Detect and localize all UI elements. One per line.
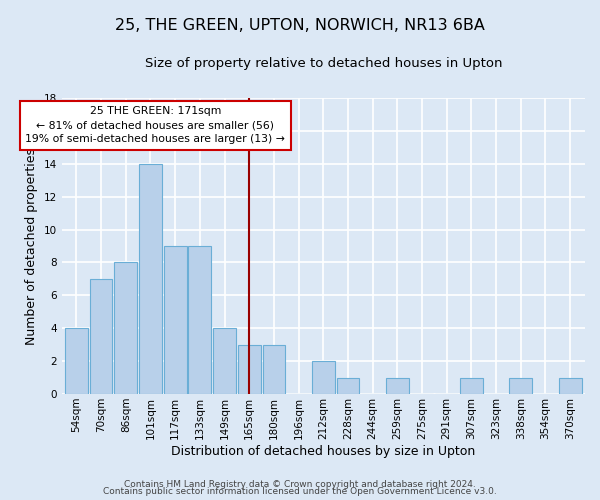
Bar xyxy=(115,262,137,394)
Bar xyxy=(386,378,409,394)
Bar xyxy=(188,246,211,394)
Bar xyxy=(460,378,483,394)
Bar xyxy=(559,378,581,394)
Bar xyxy=(65,328,88,394)
Y-axis label: Number of detached properties: Number of detached properties xyxy=(25,148,38,344)
Bar xyxy=(312,361,335,394)
Title: Size of property relative to detached houses in Upton: Size of property relative to detached ho… xyxy=(145,58,502,70)
Bar xyxy=(509,378,532,394)
Bar xyxy=(164,246,187,394)
Text: 25, THE GREEN, UPTON, NORWICH, NR13 6BA: 25, THE GREEN, UPTON, NORWICH, NR13 6BA xyxy=(115,18,485,32)
Bar xyxy=(263,344,285,394)
Text: Contains HM Land Registry data © Crown copyright and database right 2024.: Contains HM Land Registry data © Crown c… xyxy=(124,480,476,489)
Bar xyxy=(213,328,236,394)
Bar xyxy=(238,344,260,394)
Text: Contains public sector information licensed under the Open Government Licence v3: Contains public sector information licen… xyxy=(103,487,497,496)
Bar xyxy=(90,279,112,394)
Bar xyxy=(337,378,359,394)
X-axis label: Distribution of detached houses by size in Upton: Distribution of detached houses by size … xyxy=(171,444,475,458)
Text: 25 THE GREEN: 171sqm
← 81% of detached houses are smaller (56)
19% of semi-detac: 25 THE GREEN: 171sqm ← 81% of detached h… xyxy=(25,106,286,144)
Bar xyxy=(139,164,162,394)
